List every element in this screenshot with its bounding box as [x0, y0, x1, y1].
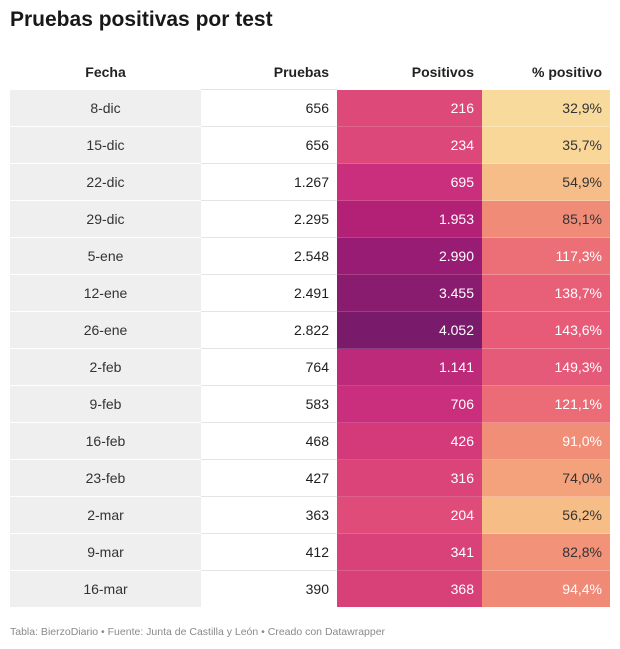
cell-pruebas: 412: [201, 533, 337, 571]
cell-positivos: 234: [337, 126, 482, 164]
header-row: Fecha Pruebas Positivos % positivo: [10, 55, 610, 90]
cell-positivos: 341: [337, 533, 482, 571]
cell-pct: 143,6%: [482, 311, 610, 349]
cell-pruebas: 390: [201, 570, 337, 607]
cell-fecha: 8-dic: [10, 89, 201, 127]
cell-pct: 121,1%: [482, 385, 610, 423]
header-pct[interactable]: % positivo: [531, 64, 602, 80]
cell-positivos: 695: [337, 163, 482, 201]
cell-pct: 85,1%: [482, 200, 610, 238]
cell-fecha: 26-ene: [10, 311, 201, 349]
header-positivos[interactable]: Positivos: [411, 64, 474, 80]
cell-fecha: 16-feb: [10, 422, 201, 460]
table-row: 16-mar 390 368 94,4%: [10, 570, 610, 607]
table-row: 26-ene 2.822 4.052 143,6%: [10, 311, 610, 349]
cell-pct: 82,8%: [482, 533, 610, 571]
cell-pruebas: 2.548: [201, 237, 337, 275]
cell-pruebas: 764: [201, 348, 337, 386]
table-row: 2-feb 764 1.141 149,3%: [10, 348, 610, 386]
cell-positivos: 216: [337, 89, 482, 127]
table-row: 12-ene 2.491 3.455 138,7%: [10, 274, 610, 312]
cell-fecha: 15-dic: [10, 126, 201, 164]
table-row: 15-dic 656 234 35,7%: [10, 126, 610, 164]
cell-pruebas: 468: [201, 422, 337, 460]
cell-pct: 117,3%: [482, 237, 610, 275]
cell-fecha: 2-feb: [10, 348, 201, 386]
data-table: Fecha Pruebas Positivos % positivo 8-dic…: [10, 55, 610, 607]
cell-positivos: 4.052: [337, 311, 482, 349]
table-row: 22-dic 1.267 695 54,9%: [10, 163, 610, 201]
table-row: 9-mar 412 341 82,8%: [10, 533, 610, 571]
cell-fecha: 9-feb: [10, 385, 201, 423]
table-row: 8-dic 656 216 32,9%: [10, 89, 610, 127]
cell-positivos: 2.990: [337, 237, 482, 275]
cell-positivos: 1.953: [337, 200, 482, 238]
table-body: 8-dic 656 216 32,9% 15-dic 656 234 35,7% 22-dic 1…: [10, 89, 610, 607]
page-title: Pruebas positivas por test: [10, 8, 273, 31]
cell-pct: 54,9%: [482, 163, 610, 201]
cell-positivos: 368: [337, 570, 482, 607]
header-fecha[interactable]: Fecha: [85, 64, 126, 80]
cell-pruebas: 2.295: [201, 200, 337, 238]
cell-positivos: 706: [337, 385, 482, 423]
cell-pct: 32,9%: [482, 89, 610, 127]
cell-pruebas: 427: [201, 459, 337, 497]
cell-pct: 94,4%: [482, 570, 610, 607]
cell-positivos: 426: [337, 422, 482, 460]
cell-positivos: 1.141: [337, 348, 482, 386]
cell-pruebas: 583: [201, 385, 337, 423]
cell-fecha: 5-ene: [10, 237, 201, 275]
cell-pruebas: 656: [201, 89, 337, 127]
cell-fecha: 16-mar: [10, 570, 201, 607]
cell-pct: 91,0%: [482, 422, 610, 460]
cell-pct: 74,0%: [482, 459, 610, 497]
cell-pct: 138,7%: [482, 274, 610, 312]
cell-positivos: 316: [337, 459, 482, 497]
cell-pct: 56,2%: [482, 496, 610, 534]
footer-credits: Tabla: BierzoDiario • Fuente: Junta de C…: [10, 626, 386, 638]
cell-pruebas: 1.267: [201, 163, 337, 201]
cell-fecha: 9-mar: [10, 533, 201, 571]
cell-positivos: 204: [337, 496, 482, 534]
table-row: 5-ene 2.548 2.990 117,3%: [10, 237, 610, 275]
cell-fecha: 12-ene: [10, 274, 201, 312]
cell-pct: 149,3%: [482, 348, 610, 386]
cell-fecha: 29-dic: [10, 200, 201, 238]
table-row: 23-feb 427 316 74,0%: [10, 459, 610, 497]
cell-pruebas: 363: [201, 496, 337, 534]
table-row: 16-feb 468 426 91,0%: [10, 422, 610, 460]
cell-fecha: 23-feb: [10, 459, 201, 497]
cell-pruebas: 656: [201, 126, 337, 164]
cell-pruebas: 2.822: [201, 311, 337, 349]
cell-positivos: 3.455: [337, 274, 482, 312]
cell-fecha: 2-mar: [10, 496, 201, 534]
cell-pct: 35,7%: [482, 126, 610, 164]
cell-fecha: 22-dic: [10, 163, 201, 201]
table-row: 2-mar 363 204 56,2%: [10, 496, 610, 534]
table-row: 9-feb 583 706 121,1%: [10, 385, 610, 423]
cell-pruebas: 2.491: [201, 274, 337, 312]
table-row: 29-dic 2.295 1.953 85,1%: [10, 200, 610, 238]
header-pruebas[interactable]: Pruebas: [273, 64, 329, 80]
